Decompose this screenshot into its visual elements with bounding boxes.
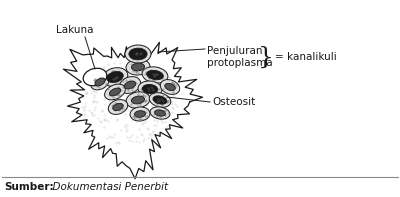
Text: Sumber:: Sumber:	[4, 182, 54, 192]
Polygon shape	[63, 42, 202, 179]
Ellipse shape	[113, 103, 123, 111]
Ellipse shape	[132, 63, 144, 71]
Text: }: }	[258, 46, 274, 69]
Ellipse shape	[154, 110, 166, 116]
Text: Dokumentasi Penerbit: Dokumentasi Penerbit	[46, 182, 168, 192]
Ellipse shape	[126, 92, 150, 108]
Ellipse shape	[142, 67, 168, 83]
Ellipse shape	[153, 96, 167, 104]
Ellipse shape	[147, 70, 163, 80]
Ellipse shape	[149, 93, 171, 107]
Ellipse shape	[165, 83, 175, 91]
Ellipse shape	[142, 85, 158, 94]
Ellipse shape	[108, 100, 128, 114]
Text: Penjuluran
protoplasma: Penjuluran protoplasma	[207, 46, 273, 68]
Ellipse shape	[109, 88, 121, 96]
Ellipse shape	[102, 68, 128, 86]
Ellipse shape	[132, 96, 144, 104]
Ellipse shape	[105, 84, 125, 100]
Ellipse shape	[119, 77, 141, 93]
Ellipse shape	[83, 68, 107, 86]
Text: = kanalikuli: = kanalikuli	[275, 52, 337, 62]
Ellipse shape	[150, 107, 170, 119]
Ellipse shape	[160, 80, 180, 94]
Ellipse shape	[125, 45, 151, 63]
Text: Lakuna: Lakuna	[56, 25, 94, 35]
Ellipse shape	[124, 81, 136, 89]
Ellipse shape	[95, 78, 105, 86]
Ellipse shape	[107, 72, 123, 83]
Ellipse shape	[134, 111, 146, 117]
Ellipse shape	[91, 74, 109, 90]
Ellipse shape	[126, 59, 150, 75]
Text: Osteosit: Osteosit	[212, 97, 255, 107]
Ellipse shape	[138, 81, 162, 97]
Ellipse shape	[130, 107, 150, 121]
Ellipse shape	[129, 48, 147, 60]
